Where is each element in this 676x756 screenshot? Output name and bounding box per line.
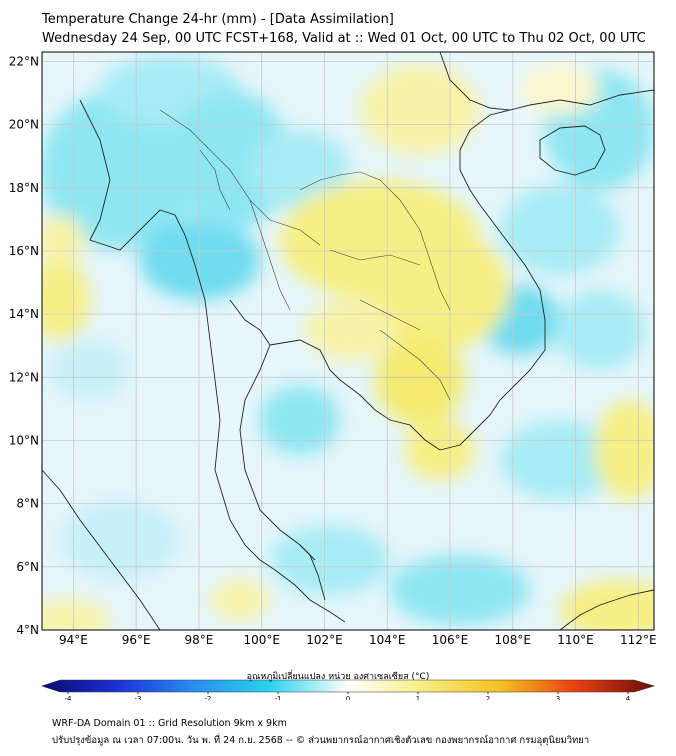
colorbar-label: อุณหภูมิเปลี่ยนแปลง หน่วย องศาเซลเซียส (… [246, 672, 430, 682]
lat-label: 8°N [16, 497, 39, 511]
graticule [42, 52, 654, 630]
colorbar-tick: 1 [416, 695, 420, 700]
colorbar-tick: -3 [135, 695, 142, 700]
lon-label: 94°E [59, 633, 88, 647]
colorbar-tick: -4 [65, 695, 73, 700]
borders [159, 109, 451, 401]
colorbar-tick: -2 [205, 695, 212, 700]
lat-label: 4°N [16, 623, 39, 637]
coastlines [42, 52, 654, 630]
lon-label: 96°E [122, 633, 151, 647]
map-subtitle: Wednesday 24 Sep, 00 UTC FCST+168, Valid… [42, 31, 646, 46]
lat-label: 10°N [9, 433, 39, 447]
lon-label: 104°E [369, 633, 406, 647]
lon-label: 108°E [495, 633, 532, 647]
lat-label: 12°N [9, 370, 39, 384]
footer-model-info: WRF-DA Domain 01 :: Grid Resolution 9km … [52, 718, 287, 729]
colorbar-tick: 2 [486, 695, 490, 700]
lat-label: 22°N [9, 54, 39, 68]
latitude-labels: 22°N 20°N 18°N 16°N 14°N 12°N 10°N 8°N 6°N 4°N [9, 54, 39, 637]
lat-label: 20°N [9, 118, 39, 132]
colorbar-tick: 4 [626, 695, 631, 700]
footer-credit: ปรับปรุงข้อมูล ณ เวลา 07:00น. วัน พ. ที่… [52, 735, 590, 746]
colorbar-tick: -1 [275, 695, 282, 700]
lat-label: 18°N [9, 181, 39, 195]
map-title: Temperature Change 24-hr (mm) - [Data As… [42, 12, 394, 27]
lat-label: 16°N [9, 244, 39, 258]
colorbar-tick: 0 [346, 695, 350, 700]
colorbar: -4 -3 -2 -1 0 1 2 3 4 [41, 679, 656, 700]
temperature-field [42, 52, 654, 630]
lon-label: 100°E [243, 633, 280, 647]
lon-label: 112°E [620, 633, 657, 647]
lon-label: 98°E [184, 633, 213, 647]
lat-label: 6°N [16, 560, 39, 574]
forecast-map: 22°N 20°N 18°N 16°N 14°N 12°N 10°N 8°N 6°N 4°N 94… [9, 51, 657, 700]
longitude-labels: 94°E 96°E 98°E 100°E 102°E 104°E 106°E 108°E 110… [59, 633, 657, 647]
lon-label: 102°E [306, 633, 343, 647]
lat-label: 14°N [9, 307, 39, 321]
lon-label: 106°E [432, 633, 469, 647]
lon-label: 110°E [557, 633, 594, 647]
colorbar-tick: 3 [556, 695, 560, 700]
plot-frame [41, 51, 655, 631]
